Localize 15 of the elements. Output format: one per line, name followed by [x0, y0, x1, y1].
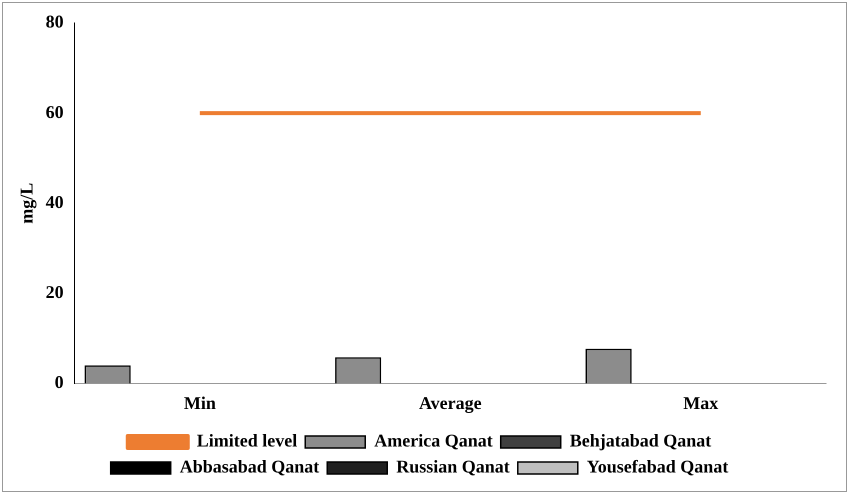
y-tick-label: 60	[46, 102, 64, 122]
legend-label: Russian Qanat	[396, 456, 510, 477]
legend-label: Abbasabad Qanat	[180, 456, 320, 477]
legend-label: America Qanat	[374, 430, 493, 451]
x-tick-label: Average	[418, 392, 482, 413]
y-tick-label: 40	[46, 192, 64, 212]
x-tick-label: Max	[683, 392, 718, 413]
x-tick-label: Min	[184, 392, 216, 413]
legend-label: Limited level	[196, 430, 298, 451]
legend-label: Behjatabad Qanat	[570, 430, 712, 451]
y-tick-label: 80	[46, 12, 64, 32]
legend-label: Yousefabad Qanat	[586, 456, 728, 477]
y-axis-title: mg/L	[16, 182, 36, 224]
y-tick-label: 0	[54, 372, 64, 392]
y-tick-label: 20	[46, 282, 64, 302]
